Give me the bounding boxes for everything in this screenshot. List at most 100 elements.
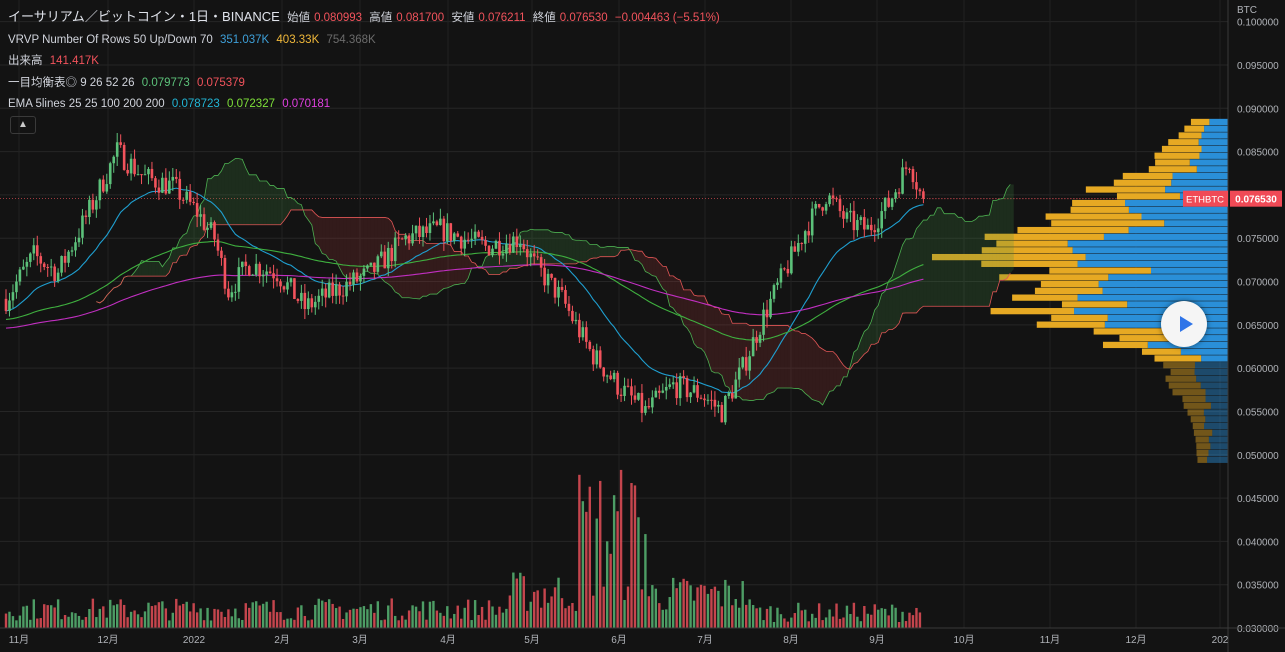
volume-bar [731, 605, 734, 628]
candle-body [724, 395, 727, 423]
volume-bar [727, 585, 730, 628]
candle-body [18, 269, 22, 282]
candle-body [310, 298, 314, 308]
close-label: 終値 [532, 12, 556, 24]
candle-body [244, 261, 248, 267]
candle-body [147, 168, 150, 175]
play-icon[interactable] [1161, 301, 1207, 347]
candle-body [609, 375, 612, 380]
ichimoku-cloud-segment [899, 244, 903, 324]
volume-bar [213, 608, 216, 628]
candle-body [414, 225, 418, 234]
candle-body [331, 282, 334, 296]
ichimoku-cloud-segment [332, 217, 337, 262]
volume-bar [150, 606, 154, 628]
volume-bar [637, 517, 640, 628]
price-tag-bg [1230, 190, 1282, 207]
ichimoku-cloud-segment [787, 325, 792, 388]
ichimoku-legend[interactable]: 一目均衡表◎ 9 26 52 26 0.079773 0.075379 [8, 73, 724, 95]
vrvp-up-bar [1171, 179, 1228, 186]
ichimoku-cloud-segment [436, 243, 441, 295]
candle-body [574, 319, 578, 322]
volume-bar [665, 609, 668, 628]
candle-body [373, 262, 376, 272]
candle-body [658, 390, 661, 393]
candle-body [258, 263, 261, 277]
volume-bar [501, 612, 505, 628]
vrvp-up-bar [1164, 220, 1228, 227]
candle-body [220, 250, 223, 258]
candle-body [352, 272, 355, 285]
x-tick-label: 2022 [183, 635, 206, 646]
candle-body [786, 268, 790, 274]
ichimoku-cloud-segment [777, 325, 781, 388]
volume-bar [188, 611, 192, 628]
candle-body [168, 180, 171, 194]
ichimoku-span-a [96, 158, 1011, 406]
volume-bar [265, 601, 268, 628]
volume-bar [317, 598, 320, 628]
candle-body [730, 392, 734, 399]
ichimoku-cloud-segment [968, 221, 973, 307]
ichimoku-cloud-segment [989, 200, 993, 307]
volume-bar [407, 610, 411, 628]
volume-bar [182, 603, 185, 628]
volume-bar [279, 612, 282, 628]
vrvp-down-bar [1182, 395, 1206, 403]
ichimoku-cloud-segment [919, 220, 924, 309]
ichimoku-cloud-segment [562, 232, 566, 264]
volume-bar [904, 621, 908, 628]
ichimoku-cloud-segment [231, 158, 236, 225]
vrvp-down-bar [1168, 139, 1199, 146]
volume-bar [710, 588, 713, 628]
volume-bar [53, 607, 56, 628]
vrvp-legend[interactable]: VRVP Number Of Rows 50 Up/Down 70 351.03… [8, 30, 724, 52]
candle-body [797, 242, 800, 252]
volume-bar [119, 599, 122, 628]
candle-body [425, 226, 428, 233]
vrvp-up-bar [1108, 274, 1228, 281]
volume-bar [442, 615, 446, 628]
symbol-title: イーサリアム／ビットコイン・1日・BINANCE [8, 9, 280, 24]
vrvp-up-bar [1198, 139, 1228, 146]
candle-body [748, 356, 751, 371]
low-value: 0.076211 [478, 12, 526, 24]
volume-bar [63, 615, 67, 628]
volume-bar [185, 601, 188, 628]
volume-legend[interactable]: 出来高 141.417K [8, 51, 724, 73]
ichimoku-value-2: 0.075379 [196, 76, 245, 89]
candle-body [4, 298, 8, 311]
volume-bar [765, 608, 769, 628]
candle-body [605, 375, 609, 377]
ichimoku-cloud-segment [350, 217, 354, 278]
volume-value: 141.417K [49, 55, 99, 67]
ichimoku-cloud-segment [853, 349, 858, 364]
ichimoku-cloud-segment [607, 246, 611, 257]
candle-body [571, 310, 574, 322]
ichimoku-cloud-segment [805, 333, 809, 397]
chevron-up-icon[interactable]: ▲ [10, 116, 36, 134]
ichimoku-cloud-segment [610, 246, 615, 257]
candle-body [254, 263, 258, 275]
ichimoku-label: 一目均衡表◎ 9 26 52 26 [8, 76, 135, 89]
candle-body [710, 399, 713, 401]
volume-bar [81, 619, 84, 628]
y-tick-label: 0.090000 [1237, 104, 1279, 115]
ichimoku-cloud-segment [558, 232, 562, 264]
candle-body [143, 174, 147, 176]
volume-bar [255, 601, 258, 628]
vrvp-up-bar [1207, 456, 1228, 463]
ichimoku-cloud-segment [134, 267, 139, 277]
ichimoku-cloud-segment [801, 333, 806, 394]
ichimoku-cloud-segment [238, 158, 243, 225]
candle-body [783, 268, 786, 270]
candle-body [313, 301, 317, 308]
ema-legend[interactable]: EMA 5lines 25 25 100 200 200 0.078723 0.… [8, 94, 724, 116]
x-tick-label: 202 [1212, 635, 1229, 646]
vrvp-down-bar [996, 240, 1068, 247]
volume-bar [526, 610, 529, 628]
volume-bar [362, 606, 366, 628]
candle-body [529, 253, 533, 258]
ichimoku-cloud-segment [353, 217, 357, 278]
